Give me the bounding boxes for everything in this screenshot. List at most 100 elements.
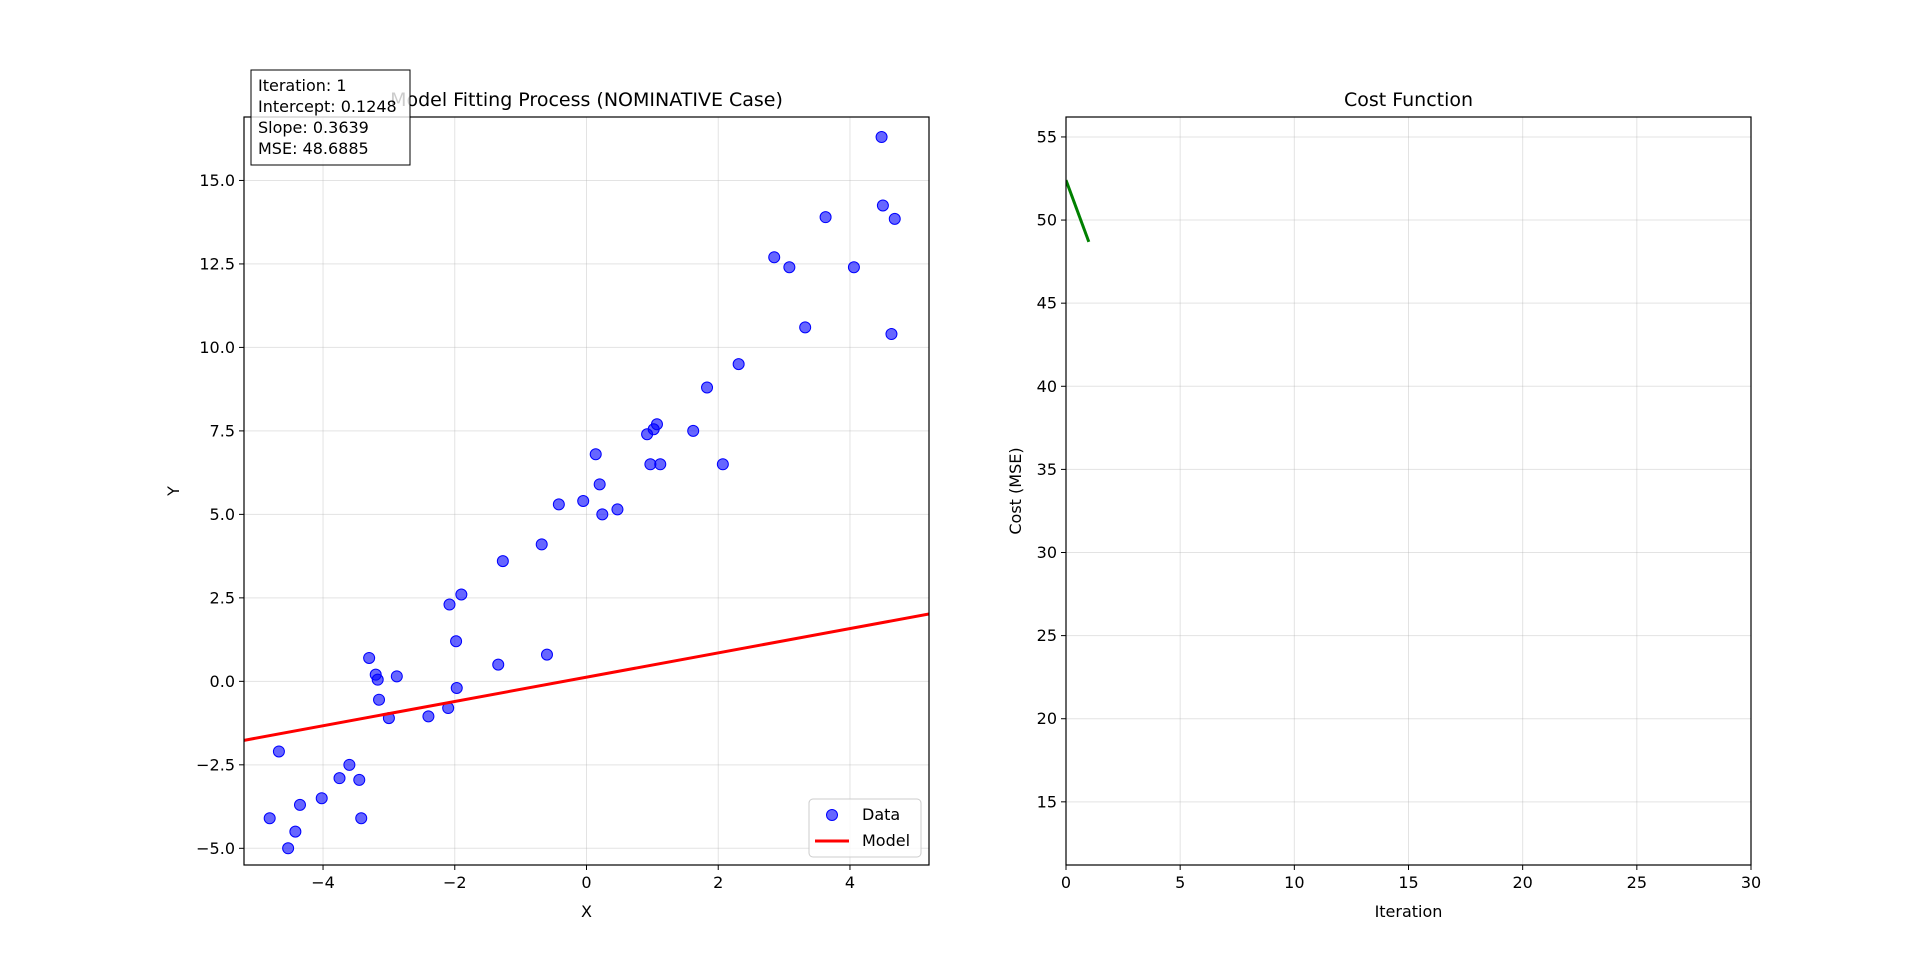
y-tick-label: 5.0	[210, 505, 235, 524]
x-tick-label: −2	[443, 873, 467, 892]
y-tick-label: 20	[1037, 709, 1057, 728]
plot-marks	[1066, 179, 1091, 243]
legend-data-marker	[826, 809, 838, 821]
data-point	[732, 358, 745, 371]
y-tick-label: −2.5	[196, 755, 235, 774]
data-point	[343, 758, 356, 771]
cost-line	[1066, 179, 1091, 243]
data-point	[876, 199, 889, 212]
y-tick-label: 15.0	[199, 171, 235, 190]
info-box-frame	[250, 69, 411, 166]
y-tick-label: −5.0	[196, 839, 235, 858]
y-tick-label: 25	[1037, 626, 1057, 645]
y-tick-label: 35	[1037, 460, 1057, 479]
data-point	[888, 212, 901, 225]
data-point	[422, 710, 435, 723]
info-mse: MSE: 48.6885	[258, 139, 369, 158]
info-slope: Slope: 0.3639	[258, 118, 369, 137]
x-axis-ticks: 0 5 10 15 20 25 30	[1061, 865, 1761, 892]
data-point	[611, 503, 624, 516]
data-point	[535, 538, 548, 551]
data-point	[450, 635, 463, 648]
data-point	[333, 772, 346, 785]
grid-lines	[1065, 117, 1752, 865]
y-axis-label: Y	[164, 486, 183, 497]
data-point	[371, 673, 384, 686]
chart-title: Cost Function	[1344, 89, 1473, 111]
data-point	[315, 792, 328, 805]
data-point	[263, 812, 276, 825]
y-tick-label: 40	[1037, 377, 1057, 396]
y-axis-label: Cost (MSE)	[1006, 447, 1025, 534]
plot-marks	[244, 131, 929, 855]
x-tick-label: 30	[1741, 873, 1761, 892]
y-tick-label: 50	[1037, 211, 1057, 230]
x-tick-label: 15	[1398, 873, 1418, 892]
x-tick-label: 25	[1627, 873, 1647, 892]
data-point	[650, 418, 663, 431]
chart-title: Model Fitting Process (NOMINATIVE Case)	[390, 89, 783, 111]
data-point	[282, 842, 295, 855]
y-axis-ticks: −5.0 −2.5 0.0 2.5 5.0 7.5 10.0 12.5 15.0	[196, 171, 244, 858]
x-axis-label: X	[581, 902, 592, 921]
data-point	[875, 131, 888, 144]
y-tick-label: 15	[1037, 792, 1057, 811]
data-point	[768, 251, 781, 264]
x-tick-label: 0	[581, 873, 591, 892]
data-point	[492, 658, 505, 671]
data-point	[596, 508, 609, 521]
data-point	[373, 693, 386, 706]
data-point	[819, 211, 832, 224]
data-point	[540, 648, 553, 661]
y-tick-label: 7.5	[210, 421, 235, 440]
data-point	[293, 798, 306, 811]
x-tick-label: 2	[713, 873, 723, 892]
y-tick-label: 45	[1037, 294, 1057, 313]
legend-model-label: Model	[862, 831, 910, 850]
y-tick-label: 30	[1037, 543, 1057, 562]
data-point	[885, 328, 898, 341]
data-point	[363, 651, 376, 664]
x-axis-label: Iteration	[1375, 902, 1443, 921]
x-tick-label: 0	[1061, 873, 1071, 892]
data-point	[577, 495, 590, 508]
data-point	[552, 498, 565, 511]
x-axis-ticks: −4 −2 0 2 4	[311, 865, 855, 892]
data-point	[593, 478, 606, 491]
info-iteration: Iteration: 1	[258, 76, 347, 95]
data-point	[644, 458, 657, 471]
legend: Data Model	[808, 798, 922, 858]
y-tick-label: 2.5	[210, 588, 235, 607]
data-point	[289, 825, 302, 838]
data-point	[799, 321, 812, 334]
data-point	[589, 448, 602, 461]
data-point	[654, 458, 667, 471]
x-tick-label: 5	[1175, 873, 1185, 892]
data-point	[783, 261, 796, 274]
data-point	[847, 261, 860, 274]
model-fitting-chart: −4 −2 0 2 4 −5.0 −2.5 0.0 2.5 5.0 7.5 10.0 12.5 15.0…	[164, 69, 930, 921]
x-tick-label: −4	[311, 873, 335, 892]
x-tick-label: 10	[1284, 873, 1304, 892]
data-point	[355, 812, 368, 825]
data-point	[701, 381, 714, 394]
x-tick-label: 20	[1512, 873, 1532, 892]
data-point	[272, 745, 285, 758]
y-tick-label: 12.5	[199, 254, 235, 273]
data-point	[390, 670, 403, 683]
model-line	[244, 612, 929, 742]
data-point	[450, 682, 463, 695]
cost-function-chart: 0 5 10 15 20 25 30 15 20 25 30 35 40 45 50 55 Cost Fun…	[1006, 89, 1761, 921]
data-point	[496, 555, 509, 568]
data-point	[716, 458, 729, 471]
grid-lines	[244, 117, 929, 865]
y-tick-label: 55	[1037, 127, 1057, 146]
y-axis-ticks: 15 20 25 30 35 40 45 50 55	[1037, 127, 1066, 811]
y-tick-label: 0.0	[210, 672, 235, 691]
legend-data-label: Data	[862, 805, 900, 824]
x-tick-label: 4	[845, 873, 855, 892]
data-point	[687, 424, 700, 437]
data-point	[443, 598, 456, 611]
data-point	[353, 773, 366, 786]
